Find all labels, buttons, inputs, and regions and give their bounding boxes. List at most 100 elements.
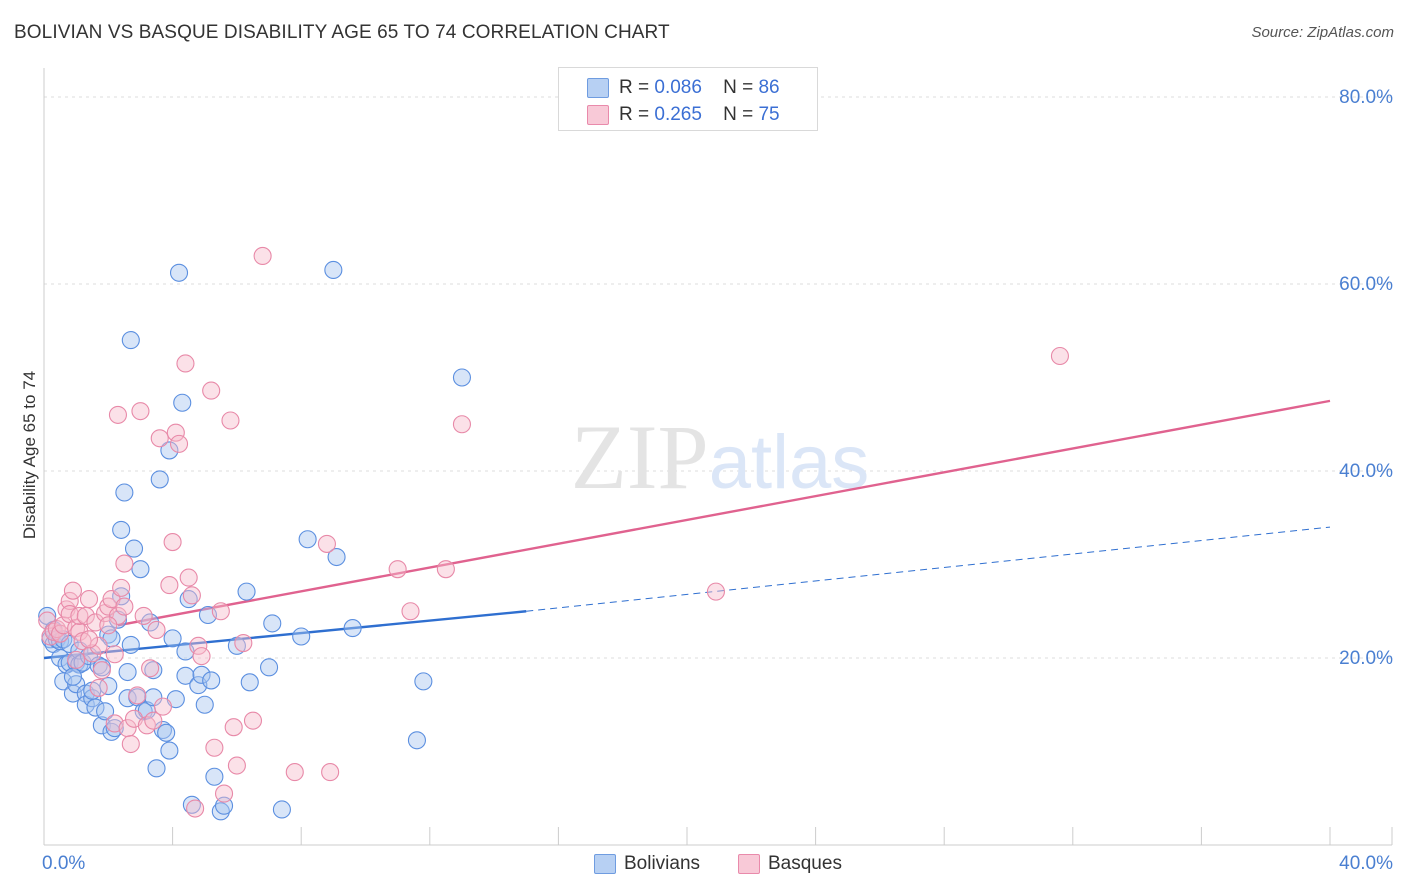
point-basques xyxy=(1050,346,1069,366)
point-basques xyxy=(169,434,189,453)
point-basques xyxy=(92,661,111,680)
point-basques xyxy=(131,402,150,421)
point-basques xyxy=(147,620,166,640)
point-bolivians xyxy=(343,619,362,638)
legend-label-bolivians: Bolivians xyxy=(624,853,701,874)
point-bolivians xyxy=(63,667,82,686)
watermark-atlas: atlas xyxy=(709,420,870,505)
legend-swatch-bolivians xyxy=(587,78,609,98)
point-bolivians xyxy=(298,530,317,549)
legend-swatch-basques xyxy=(738,854,760,874)
point-bolivians xyxy=(173,393,192,412)
axes xyxy=(43,68,1393,846)
point-bolivians xyxy=(147,759,166,778)
point-bolivians xyxy=(144,661,163,680)
point-bolivians xyxy=(121,635,140,654)
point-bolivians xyxy=(237,582,256,601)
trend-line-bolivians-extension xyxy=(526,526,1331,612)
point-basques xyxy=(176,354,195,373)
point-basques xyxy=(150,429,169,448)
watermark-zip: ZIP xyxy=(571,406,709,508)
point-basques xyxy=(105,645,124,664)
point-basques xyxy=(128,686,147,705)
point-bolivians xyxy=(211,802,230,821)
point-bolivians xyxy=(141,613,160,632)
point-bolivians xyxy=(118,662,137,682)
point-bolivians xyxy=(176,666,195,685)
point-basques xyxy=(99,616,118,635)
point-bolivians xyxy=(121,331,140,350)
gridlines xyxy=(44,96,1392,659)
point-basques xyxy=(108,405,127,424)
point-basques xyxy=(285,763,304,782)
point-basques xyxy=(202,381,221,400)
point-bolivians xyxy=(324,260,343,280)
point-basques xyxy=(63,581,82,600)
data-points xyxy=(38,246,1069,821)
point-bolivians xyxy=(407,731,426,750)
point-bolivians xyxy=(202,671,221,690)
point-basques xyxy=(121,734,140,754)
point-basques xyxy=(179,568,198,587)
point-basques xyxy=(115,554,134,573)
point-bolivians xyxy=(259,658,279,677)
point-basques xyxy=(60,591,79,611)
point-basques xyxy=(89,636,108,655)
point-basques xyxy=(108,606,127,625)
point-basques xyxy=(112,578,131,597)
point-bolivians xyxy=(160,441,179,460)
point-bolivians xyxy=(263,614,282,633)
legend-stats-bolivians: R = 0.086 N = 86 xyxy=(619,77,780,98)
point-basques xyxy=(211,602,230,621)
chart-title: BOLIVIAN VS BASQUE DISABILITY AGE 65 TO … xyxy=(14,22,670,43)
point-bolivians xyxy=(414,672,433,691)
y-tick-label: 60.0% xyxy=(1339,274,1393,295)
point-basques xyxy=(70,606,89,625)
point-bolivians xyxy=(112,520,131,539)
point-basques xyxy=(153,697,173,716)
point-bolivians xyxy=(195,695,214,714)
point-basques xyxy=(321,763,340,782)
point-basques xyxy=(436,560,455,579)
watermark-text: ZIPatlas xyxy=(571,406,870,508)
stats-legend: R = 0.086 N = 86 R = 0.265 N = 75 xyxy=(558,67,818,131)
point-basques xyxy=(182,586,201,605)
point-basques xyxy=(141,659,160,678)
point-basques xyxy=(144,711,163,730)
point-basques xyxy=(137,716,156,735)
point-bolivians xyxy=(115,483,134,502)
point-bolivians xyxy=(163,629,182,648)
y-tick-label: 20.0% xyxy=(1339,648,1393,669)
series-legend: Bolivians Basques xyxy=(0,851,1406,879)
tick-labels: 20.0% 40.0% 60.0% 80.0% 0.0% 40.0% xyxy=(42,87,1393,874)
point-bolivians xyxy=(292,627,311,646)
point-bolivians xyxy=(96,702,115,721)
point-basques xyxy=(253,246,272,265)
point-basques xyxy=(243,711,263,730)
point-basques xyxy=(134,606,153,625)
legend-swatch-bolivians xyxy=(594,854,616,874)
source-label: Source: ZipAtlas.com xyxy=(1251,24,1394,41)
point-basques xyxy=(401,602,420,621)
point-basques xyxy=(227,756,246,775)
point-bolivians xyxy=(144,688,163,707)
point-basques xyxy=(166,423,185,442)
legend-stats-basques: R = 0.265 N = 75 xyxy=(619,104,780,125)
point-bolivians xyxy=(272,800,291,819)
point-basques xyxy=(221,411,240,430)
point-basques xyxy=(163,533,182,552)
point-basques xyxy=(115,597,134,616)
point-bolivians xyxy=(124,539,144,558)
point-bolivians xyxy=(105,719,124,738)
point-basques xyxy=(205,738,224,757)
point-basques xyxy=(44,622,63,641)
point-basques xyxy=(706,582,725,601)
point-basques xyxy=(317,534,336,553)
point-basques xyxy=(79,590,99,609)
point-basques xyxy=(83,644,102,663)
point-bolivians xyxy=(150,470,169,489)
legend-label-basques: Basques xyxy=(768,853,842,874)
y-tick-label: 40.0% xyxy=(1339,461,1393,482)
trend-line-basques xyxy=(117,399,1331,627)
x-tick-label: 0.0% xyxy=(42,853,85,874)
